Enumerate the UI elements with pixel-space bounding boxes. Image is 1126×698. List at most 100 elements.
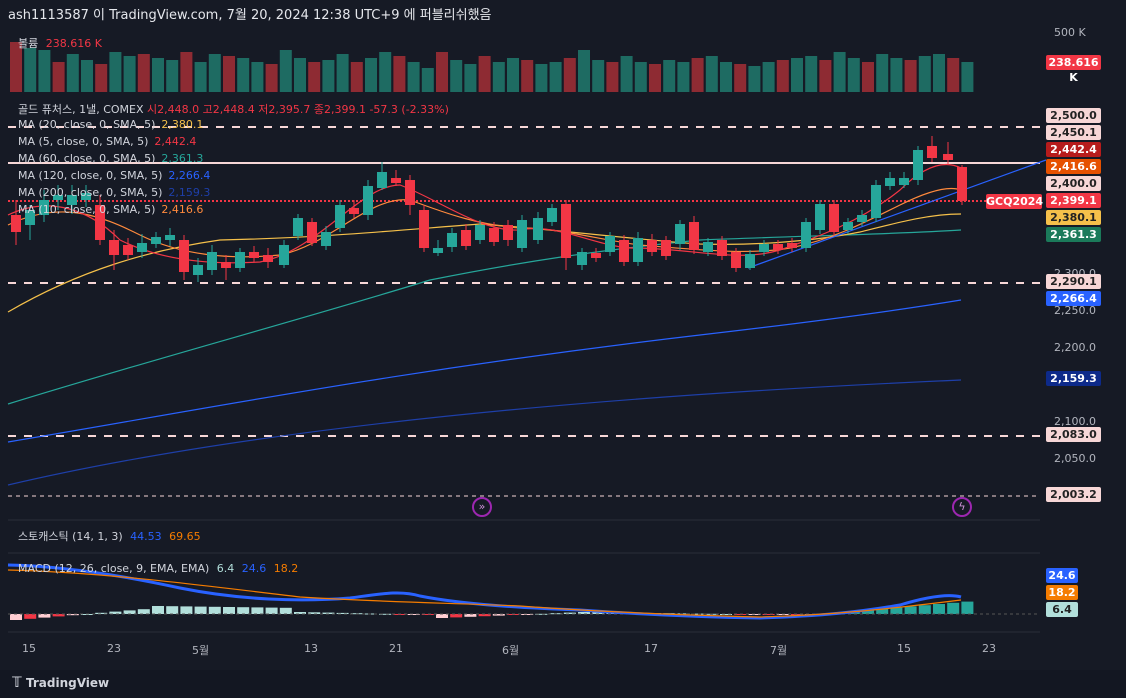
candle[interactable] [871,185,881,218]
candle[interactable] [377,172,387,188]
candle[interactable] [857,215,867,222]
ma-legend-row[interactable]: MA (20, close, 0, SMA, 5) 2,380.1 [18,118,203,131]
candle[interactable] [815,204,825,230]
candle[interactable] [109,240,119,255]
candle[interactable] [943,154,953,160]
candle[interactable] [591,253,601,258]
ma-legend-row[interactable]: MA (10, close, 0, SMA, 5) 2,416.6 [18,203,203,216]
candle[interactable] [787,243,797,248]
macd-histogram-bar [947,602,960,614]
ma-value: 2,380.1 [161,118,204,131]
lightning-event-icon[interactable]: ϟ [952,497,972,517]
dividend-event-icon[interactable]: » [472,497,492,517]
candle[interactable] [927,146,937,158]
candle[interactable] [433,248,443,253]
candle[interactable] [561,204,571,258]
tradingview-logo[interactable]: 𝕋 TradingView [12,675,109,691]
candle[interactable] [207,252,217,270]
candle[interactable] [321,232,331,246]
candle[interactable] [731,252,741,268]
volume-bar [379,52,392,92]
candle[interactable] [405,180,415,205]
ma-legend-row[interactable]: MA (5, close, 0, SMA, 5) 2,442.4 [18,135,196,148]
candle[interactable] [577,252,587,265]
candle[interactable] [53,195,63,200]
candle[interactable] [67,195,77,205]
candle[interactable] [307,222,317,243]
candle[interactable] [829,204,839,232]
candle[interactable] [745,254,755,268]
candle[interactable] [547,208,557,222]
volume-bar [933,54,945,92]
candle[interactable] [517,220,527,248]
candle[interactable] [391,178,401,183]
volume-bar [350,62,363,92]
volume-bar [904,60,917,92]
candle[interactable] [801,222,811,248]
candle[interactable] [633,238,643,262]
candle[interactable] [293,218,303,236]
candle[interactable] [703,242,713,252]
candle[interactable] [137,243,147,252]
stoch-legend[interactable]: 스토캐스틱 (14, 1, 3) 44.53 69.65 [18,528,201,544]
macd-legend[interactable]: MACD (12, 26, close, 9, EMA, EMA) 6.4 24… [18,562,298,575]
ma-legend-row[interactable]: MA (120, close, 0, SMA, 5) 2,266.4 [18,169,210,182]
macd-histogram-bar [436,614,448,618]
candle[interactable] [661,240,671,256]
candle[interactable] [675,224,685,244]
candle[interactable] [249,252,259,258]
volume-bar [805,56,818,92]
candle[interactable] [349,208,359,214]
candle[interactable] [447,233,457,247]
ma-legend-row[interactable]: MA (60, close, 0, SMA, 5) 2,361.3 [18,152,203,165]
macd-histogram-bar [223,607,235,614]
candle[interactable] [123,245,133,255]
candle[interactable] [957,167,967,201]
candle[interactable] [605,236,615,252]
candle[interactable] [11,215,21,232]
candle[interactable] [419,210,429,248]
candle[interactable] [279,245,289,265]
candle[interactable] [179,240,189,272]
candle[interactable] [773,244,783,250]
volume-bar [166,60,179,92]
candle[interactable] [503,225,513,240]
candle[interactable] [717,240,727,256]
trend-line[interactable] [747,159,1047,269]
candle[interactable] [885,178,895,186]
candle[interactable] [193,265,203,275]
candle[interactable] [263,255,273,262]
candle[interactable] [619,240,629,262]
candle[interactable] [913,150,923,180]
candle[interactable] [533,218,543,240]
ma-legend-row[interactable]: MA (200, close, 0, SMA, 5) 2,159.3 [18,186,210,199]
candle[interactable] [221,262,231,268]
ma-label: MA (60, close, 0, SMA, 5) [18,152,156,165]
ma-value: 2,442.4 [154,135,197,148]
symbol-legend[interactable]: 골드 퓨처스, 1낼, COMEX 시2,448.0 고2,448.4 저2,3… [18,101,449,117]
candle[interactable] [475,225,485,240]
candle[interactable] [39,200,49,215]
candle[interactable] [165,235,175,240]
candle[interactable] [235,252,245,268]
candle[interactable] [843,222,853,230]
candle[interactable] [81,193,91,200]
candle[interactable] [335,205,345,228]
candle[interactable] [363,186,373,215]
price-tag: 2,159.3 [1046,371,1101,386]
candle[interactable] [689,222,699,250]
candle[interactable] [899,178,909,185]
candle[interactable] [489,228,499,242]
candle[interactable] [759,244,769,252]
time-tick: 17 [644,642,658,655]
candle[interactable] [647,240,657,252]
price-tag: 2,266.4 [1046,291,1101,306]
candle[interactable] [151,237,161,244]
candle[interactable] [95,205,105,240]
volume-bar [137,54,150,92]
chart-frame[interactable] [8,26,1118,666]
candle[interactable] [25,210,35,225]
candle[interactable] [461,230,471,246]
symbol-name: 골드 퓨처스, 1낼, COMEX [18,103,144,116]
